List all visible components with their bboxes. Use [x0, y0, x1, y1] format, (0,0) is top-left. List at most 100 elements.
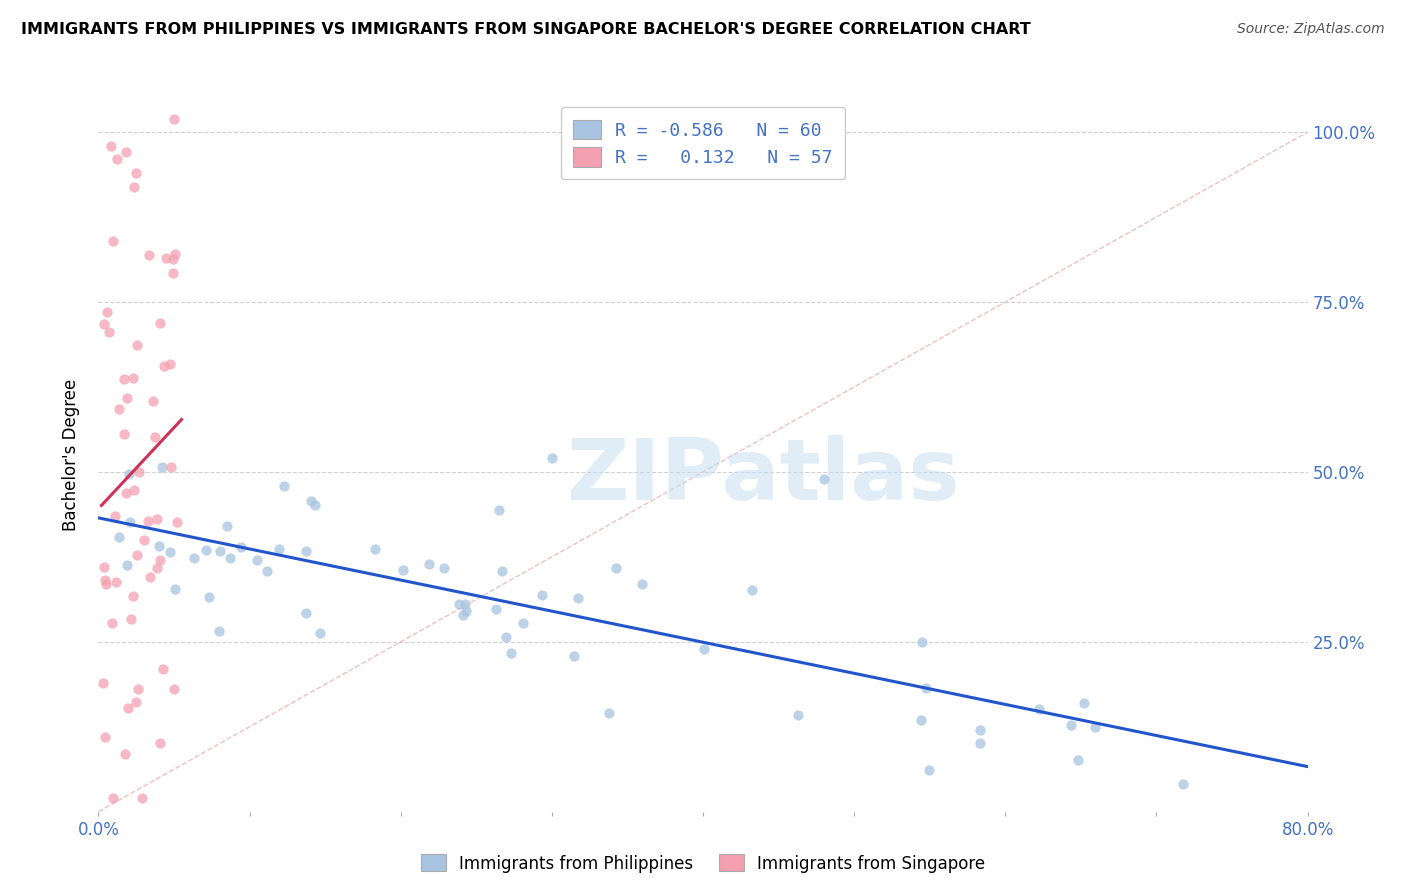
Point: [488, 502, 510, 516]
Point: [453, 607, 475, 622]
Point: [104, 509, 127, 524]
Point: [117, 700, 139, 714]
Point: [105, 575, 128, 590]
Point: [512, 616, 534, 631]
Y-axis label: Bachelor's Degree: Bachelor's Degree: [62, 379, 80, 531]
Point: [101, 234, 124, 248]
Point: [136, 514, 159, 528]
Point: [183, 550, 205, 565]
Point: [118, 515, 141, 529]
Point: [911, 634, 934, 648]
Point: [150, 460, 173, 475]
Point: [98, 325, 121, 339]
Point: [295, 544, 318, 558]
Point: [152, 662, 174, 676]
Point: [485, 602, 508, 616]
Point: [143, 430, 166, 444]
Point: [273, 479, 295, 493]
Point: [159, 357, 181, 371]
Point: [122, 483, 145, 497]
Point: [93, 318, 115, 332]
Point: [969, 736, 991, 750]
Text: IMMIGRANTS FROM PHILIPPINES VS IMMIGRANTS FROM SINGAPORE BACHELOR'S DEGREE CORRE: IMMIGRANTS FROM PHILIPPINES VS IMMIGRANT…: [21, 22, 1031, 37]
Point: [127, 337, 149, 351]
Point: [118, 467, 141, 481]
Point: [148, 316, 170, 330]
Point: [499, 646, 522, 660]
Point: [114, 747, 136, 762]
Point: [149, 553, 172, 567]
Point: [162, 252, 184, 266]
Point: [246, 552, 269, 566]
Point: [1171, 777, 1194, 791]
Point: [94, 574, 117, 588]
Point: [132, 533, 155, 547]
Point: [160, 459, 183, 474]
Point: [146, 561, 169, 575]
Point: [910, 713, 932, 727]
Point: [163, 682, 186, 697]
Point: [915, 681, 938, 696]
Point: [155, 251, 177, 265]
Point: [433, 560, 456, 574]
Point: [1073, 696, 1095, 710]
Point: [418, 557, 440, 571]
Point: [163, 582, 186, 597]
Point: [122, 589, 145, 603]
Point: [229, 540, 252, 554]
Point: [217, 519, 239, 533]
Point: [93, 560, 115, 574]
Point: [969, 723, 991, 738]
Text: Source: ZipAtlas.com: Source: ZipAtlas.com: [1237, 22, 1385, 37]
Point: [491, 564, 513, 578]
Point: [1084, 720, 1107, 734]
Point: [100, 616, 122, 631]
Point: [256, 564, 278, 578]
Point: [295, 606, 318, 620]
Point: [107, 530, 129, 544]
Point: [127, 682, 149, 697]
Point: [121, 370, 143, 384]
Point: [741, 583, 763, 598]
Point: [1028, 702, 1050, 716]
Point: [447, 597, 470, 611]
Point: [605, 561, 627, 575]
Point: [813, 472, 835, 486]
Point: [364, 542, 387, 557]
Point: [124, 180, 146, 194]
Point: [562, 648, 585, 663]
Point: [166, 515, 188, 529]
Point: [94, 577, 117, 591]
Point: [112, 372, 135, 386]
Point: [299, 494, 322, 508]
Point: [146, 512, 169, 526]
Point: [208, 544, 231, 558]
Point: [163, 112, 186, 126]
Point: [115, 485, 138, 500]
Point: [267, 541, 290, 556]
Point: [125, 695, 148, 709]
Point: [693, 641, 716, 656]
Point: [208, 624, 231, 638]
Point: [454, 598, 477, 612]
Point: [120, 612, 142, 626]
Point: [567, 591, 589, 606]
Point: [131, 791, 153, 805]
Point: [530, 588, 553, 602]
Legend: Immigrants from Philippines, Immigrants from Singapore: Immigrants from Philippines, Immigrants …: [415, 847, 991, 880]
Point: [917, 763, 939, 777]
Point: [162, 266, 184, 280]
Point: [125, 166, 148, 180]
Point: [153, 359, 176, 373]
Point: [96, 305, 118, 319]
Point: [108, 402, 131, 417]
Point: [91, 675, 114, 690]
Point: [495, 630, 517, 644]
Point: [218, 551, 240, 566]
Point: [138, 248, 160, 262]
Point: [101, 791, 124, 805]
Text: ZIPatlas: ZIPatlas: [567, 434, 960, 518]
Point: [112, 426, 135, 441]
Point: [1067, 753, 1090, 767]
Point: [309, 625, 332, 640]
